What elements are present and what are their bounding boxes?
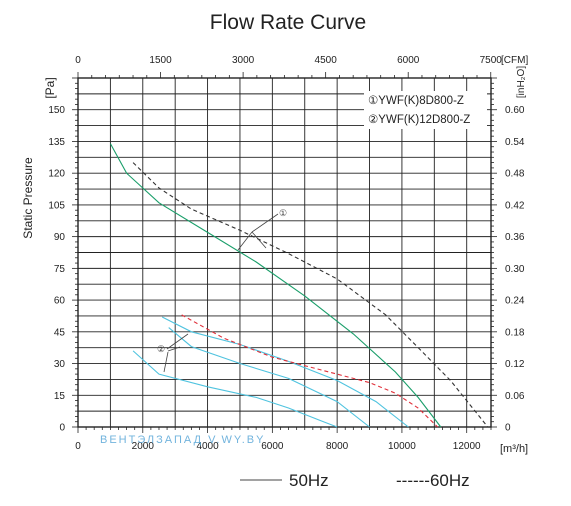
x-tick-label: 2000 [132, 441, 155, 452]
x2-tick-label: 4500 [315, 55, 338, 66]
x2-tick-label: 0 [75, 55, 81, 66]
y-tick-label: 75 [54, 264, 66, 275]
grid [78, 78, 491, 427]
legend-50hz: 50Hz [289, 471, 329, 490]
series-line-4 [132, 350, 338, 428]
watermark: ВЕНТЭЛЗАПАД V.WY.BY [100, 434, 265, 446]
y2-tick-label: 0.18 [505, 327, 525, 338]
y2-tick-label: 0.12 [505, 359, 525, 370]
legend-60hz: ------60Hz [396, 471, 470, 490]
x2-axis-unit: [CFM] [501, 55, 528, 66]
y2-axis-unit: [inH₂O] [516, 66, 527, 98]
x-tick-label: 4000 [196, 441, 219, 452]
y-tick-label: 90 [54, 232, 66, 243]
y-tick-label: 60 [54, 296, 66, 307]
line-legend: 50Hz ------60Hz [240, 471, 470, 490]
x-tick-label: 6000 [261, 441, 284, 452]
y2-tick-label: 0 [505, 423, 511, 434]
chart-title: Flow Rate Curve [210, 11, 366, 34]
series-layer [109, 143, 489, 428]
y2-tick-label: 0.54 [505, 137, 525, 148]
y2-tick-label: 0.60 [505, 105, 525, 116]
y-tick-label: 120 [48, 169, 65, 180]
x-axis-unit: [m³/h] [500, 443, 528, 455]
callout-1-label: ① [279, 208, 287, 218]
y2-tick-label: 0.48 [505, 169, 525, 180]
y2-tick-label: 0.30 [505, 264, 525, 275]
model-legend-1: ①YWF(K)8D800-Z [368, 95, 464, 107]
callout-2-label: ② [157, 344, 165, 354]
series-line-1 [109, 143, 442, 428]
y-tick-label: 45 [54, 327, 66, 338]
y-tick-label: 30 [54, 359, 66, 370]
callout-2: ② [157, 333, 189, 373]
x2-tick-label: 1500 [149, 55, 172, 66]
series-line-6 [168, 327, 370, 428]
x-tick-label: 8000 [326, 441, 349, 452]
series-line-3 [161, 316, 409, 428]
x-tick-label: 12000 [453, 441, 481, 452]
model-legend: ①YWF(K)8D800-Z ②YWF(K)12D800-Z [364, 91, 487, 129]
y-axis-unit: [Pa] [43, 77, 57, 98]
y-axis-label: Static Pressure [21, 157, 35, 239]
x-tick-label: 10000 [388, 441, 416, 452]
plot-frame [77, 77, 492, 428]
callout-1: ① [237, 208, 287, 251]
y-tick-label: 135 [48, 137, 65, 148]
y2-tick-label: 0.36 [505, 232, 525, 243]
y2-tick-label: 0.24 [505, 296, 525, 307]
y-tick-label: 15 [54, 391, 66, 402]
y2-tick-label: 0.42 [505, 200, 525, 211]
y-tick-label: 0 [59, 423, 65, 434]
x2-tick-label: 3000 [232, 55, 255, 66]
y-tick-label: 150 [48, 105, 65, 116]
x2-tick-label: 7500 [480, 55, 503, 66]
y2-tick-label: 0.06 [505, 391, 525, 402]
x2-tick-label: 6000 [397, 55, 420, 66]
series-line-5 [181, 314, 438, 428]
model-legend-2: ②YWF(K)12D800-Z [368, 114, 470, 126]
y-tick-label: 105 [48, 200, 65, 211]
x-tick-label: 0 [75, 441, 81, 452]
